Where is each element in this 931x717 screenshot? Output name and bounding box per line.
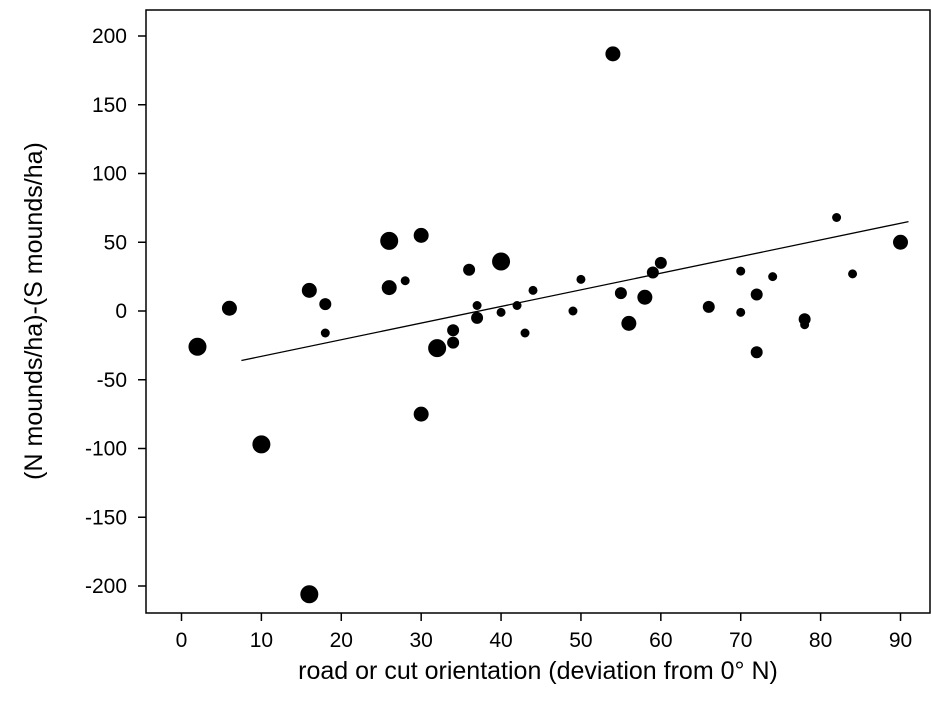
data-point: [512, 301, 522, 310]
data-point: [848, 269, 858, 279]
data-point: [492, 252, 511, 271]
y-axis-title: (N mounds/ha)-(S mounds/ha): [20, 142, 48, 480]
data-point: [472, 301, 482, 310]
y-tick-label: -200: [85, 575, 127, 598]
data-point: [463, 263, 476, 276]
data-point: [637, 289, 653, 305]
data-point: [413, 406, 429, 422]
data-point: [605, 46, 621, 62]
data-point: [750, 346, 763, 359]
y-tick-label: 100: [92, 163, 127, 186]
data-point: [413, 227, 429, 243]
x-tick-label: 40: [489, 629, 512, 652]
data-point: [188, 337, 207, 356]
data-point: [736, 307, 746, 317]
data-point: [646, 266, 659, 279]
y-tick-label: 200: [92, 25, 127, 48]
y-tick-label: -150: [85, 506, 127, 529]
data-point: [528, 285, 538, 295]
x-tick-label: 90: [889, 629, 912, 652]
x-tick-label: 70: [729, 629, 752, 652]
data-point: [300, 585, 319, 604]
data-point: [400, 276, 410, 286]
x-tick-label: 0: [176, 629, 188, 652]
data-point: [252, 435, 271, 454]
data-point: [654, 256, 667, 269]
data-point: [702, 300, 715, 313]
y-tick-label: 50: [104, 231, 127, 254]
x-axis-title: road or cut orientation (deviation from …: [298, 657, 778, 685]
y-tick-label: 150: [92, 94, 127, 117]
data-point: [800, 320, 810, 330]
x-tick-label: 20: [330, 629, 353, 652]
y-tick-label: -100: [85, 438, 127, 461]
data-point: [893, 234, 908, 250]
data-point: [750, 288, 763, 301]
data-point: [447, 336, 460, 349]
y-tick-label: 0: [115, 300, 127, 323]
data-point: [768, 272, 778, 282]
data-point: [568, 306, 578, 316]
plot-frame: [145, 9, 931, 614]
data-point: [576, 274, 586, 284]
data-point: [520, 328, 530, 338]
trend-line: [241, 220, 909, 362]
data-point: [736, 266, 746, 276]
x-tick-label: 50: [569, 629, 592, 652]
data-point: [496, 307, 506, 317]
data-point: [320, 328, 330, 338]
data-point: [428, 339, 447, 358]
y-tick-label: -50: [97, 369, 127, 392]
data-point: [301, 282, 317, 298]
data-point: [380, 231, 399, 250]
data-point: [381, 280, 397, 296]
data-point: [447, 324, 460, 337]
data-point: [471, 311, 484, 324]
y-axis-ticks: -200 -150 -100 -50 0 50 100 150 200: [85, 25, 146, 598]
data-point: [614, 287, 627, 300]
x-tick-label: 60: [649, 629, 672, 652]
x-tick-label: 30: [409, 629, 432, 652]
data-point: [319, 298, 332, 311]
data-points: [188, 46, 908, 604]
data-point: [221, 300, 237, 316]
x-axis-ticks: 0 10 20 30 40 50 60 70 80 90: [176, 613, 912, 652]
x-tick-label: 80: [809, 629, 832, 652]
data-point: [621, 315, 637, 331]
data-point: [832, 213, 842, 222]
x-tick-label: 10: [250, 629, 273, 652]
